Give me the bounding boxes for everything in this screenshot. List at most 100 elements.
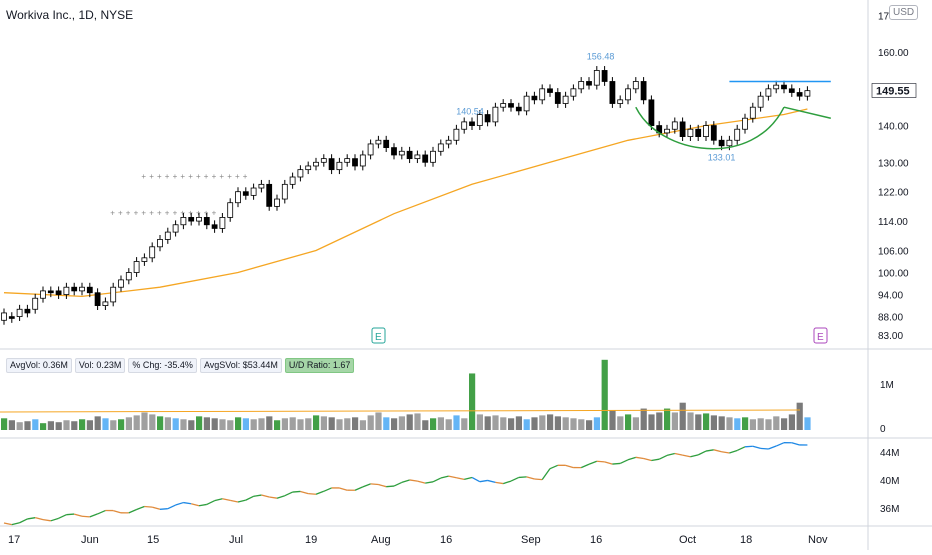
- rs-line-segment: [737, 447, 745, 451]
- volume-bar: [368, 415, 374, 430]
- volume-bar: [781, 418, 787, 430]
- price-tick-label: 160.00: [878, 48, 909, 59]
- volume-bar: [586, 420, 592, 430]
- candle-body: [735, 129, 740, 140]
- volume-bar: [63, 420, 69, 430]
- rs-line-segment: [4, 523, 12, 525]
- volume-bar: [79, 419, 85, 430]
- rs-line-segment: [269, 497, 277, 498]
- volume-bar: [485, 416, 491, 430]
- rs-line-segment: [456, 478, 464, 480]
- chart-title: Workiva Inc., 1D, NYSE: [6, 8, 133, 22]
- rs-line-segment: [644, 459, 652, 461]
- rs-line-segment: [566, 465, 574, 467]
- volume-bar: [399, 416, 405, 430]
- candle-body: [267, 184, 272, 206]
- candle-body: [321, 159, 326, 163]
- volume-bar: [641, 409, 647, 430]
- rs-line-segment: [722, 452, 730, 453]
- candle-body: [243, 192, 248, 196]
- rs-line-segment: [371, 484, 379, 485]
- candle-body: [392, 148, 397, 155]
- volume-bar: [32, 419, 38, 430]
- rs-line-segment: [43, 520, 51, 521]
- rs-line-segment: [285, 492, 293, 496]
- rs-line-segment: [402, 480, 410, 482]
- volume-bar: [56, 422, 62, 430]
- high-aug-label: 140.54: [456, 107, 484, 117]
- rs-line-segment: [168, 505, 176, 509]
- price-tick-label: 130.00: [878, 158, 909, 169]
- candle-body: [594, 70, 599, 85]
- earnings-marker-label: E: [817, 332, 824, 343]
- candle-body: [415, 155, 420, 159]
- rs-line-segment: [355, 487, 363, 490]
- candle-body: [509, 104, 514, 108]
- rs-line-segment: [254, 495, 262, 496]
- candle-body: [789, 89, 794, 93]
- rs-line-segment: [98, 511, 106, 514]
- volume-bar: [290, 417, 296, 430]
- volume-bar: [321, 416, 327, 430]
- volume-bar: [141, 412, 147, 430]
- plus-mark: +: [157, 209, 162, 218]
- plus-mark: +: [157, 172, 162, 181]
- candle-body: [119, 280, 124, 287]
- candle-body: [275, 199, 280, 206]
- rs-line-segment: [792, 443, 800, 445]
- currency-badge[interactable]: USD: [889, 5, 918, 20]
- volume-bar: [797, 403, 803, 430]
- plus-mark: +: [235, 172, 240, 181]
- rs-line-segment: [690, 455, 698, 457]
- candle-body: [384, 140, 389, 147]
- candle-body: [236, 192, 241, 203]
- volume-bar: [336, 419, 342, 430]
- rs-line-segment: [753, 446, 761, 448]
- volume-bar: [563, 417, 569, 430]
- volume-bar: [391, 418, 397, 430]
- candle-body: [750, 107, 755, 118]
- rs-line-segment: [768, 446, 776, 449]
- volume-bar: [219, 419, 225, 430]
- rs-line-segment: [82, 516, 90, 517]
- low-oct-label: 133.01: [708, 152, 736, 162]
- rs-line-segment: [35, 518, 43, 520]
- volume-bar: [9, 420, 15, 430]
- plus-mark: +: [149, 172, 154, 181]
- candle-body: [329, 159, 334, 170]
- candle-body: [618, 100, 623, 104]
- rs-line-segment: [464, 477, 472, 479]
- candle-body: [532, 96, 537, 100]
- volume-bar: [687, 412, 693, 430]
- candle-body: [314, 162, 319, 166]
- rs-line-segment: [651, 459, 659, 460]
- rs-line-segment: [20, 519, 28, 523]
- volume-bar: [40, 423, 46, 430]
- vol-stat: Vol: 0.23M: [75, 358, 126, 373]
- rs-line-segment: [293, 491, 301, 492]
- volume-bar: [414, 413, 420, 430]
- price-tick-label: 122.00: [878, 188, 909, 199]
- rs-line-segment: [152, 507, 160, 509]
- volume-bar: [547, 414, 553, 430]
- rs-tick-label: 36M: [880, 504, 899, 515]
- volume-bar: [648, 414, 654, 430]
- volume-bar: [617, 416, 623, 430]
- candle-body: [25, 309, 30, 313]
- candle-body: [587, 81, 592, 85]
- volume-bar: [758, 418, 764, 430]
- rs-line-segment: [589, 461, 597, 464]
- rs-line-segment: [215, 499, 223, 501]
- volume-bar: [235, 417, 241, 430]
- rs-line-segment: [581, 464, 589, 467]
- candle-body: [641, 81, 646, 99]
- volume-bar: [266, 416, 272, 430]
- plus-mark: +: [212, 209, 217, 218]
- volume-bar: [227, 420, 233, 430]
- rs-line-segment: [480, 480, 488, 481]
- rs-line-segment: [488, 480, 496, 482]
- candle-body: [758, 96, 763, 107]
- rs-line-segment: [605, 462, 613, 464]
- candle-body: [95, 293, 100, 306]
